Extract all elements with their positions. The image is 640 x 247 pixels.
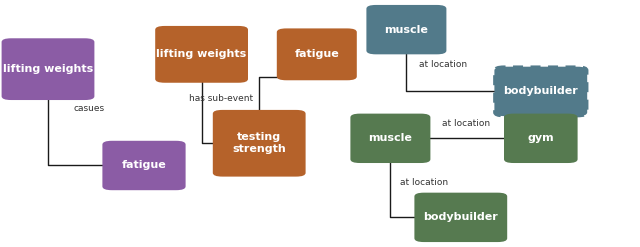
Text: testing
strength: testing strength [232,132,286,154]
FancyBboxPatch shape [494,67,588,116]
Text: at location: at location [442,120,490,128]
Text: lifting weights: lifting weights [156,49,247,59]
FancyBboxPatch shape [351,114,430,163]
FancyBboxPatch shape [504,114,578,163]
FancyBboxPatch shape [212,110,306,177]
FancyBboxPatch shape [102,141,186,190]
Text: lifting weights: lifting weights [3,64,93,74]
FancyBboxPatch shape [366,5,447,54]
Text: at location: at location [400,178,448,187]
FancyBboxPatch shape [415,193,507,242]
Text: bodybuilder: bodybuilder [504,86,578,96]
Text: casues: casues [74,104,105,113]
Text: gym: gym [527,133,554,143]
Text: has sub-event: has sub-event [189,94,253,103]
Text: fatigue: fatigue [122,161,166,170]
Text: muscle: muscle [385,25,428,35]
Text: capable of: capable of [282,70,329,79]
Text: bodybuilder: bodybuilder [424,212,498,222]
Text: muscle: muscle [369,133,412,143]
FancyBboxPatch shape [155,26,248,83]
FancyBboxPatch shape [1,38,95,100]
Text: at location: at location [419,60,467,69]
Text: fatigue: fatigue [294,49,339,59]
FancyBboxPatch shape [277,28,357,80]
